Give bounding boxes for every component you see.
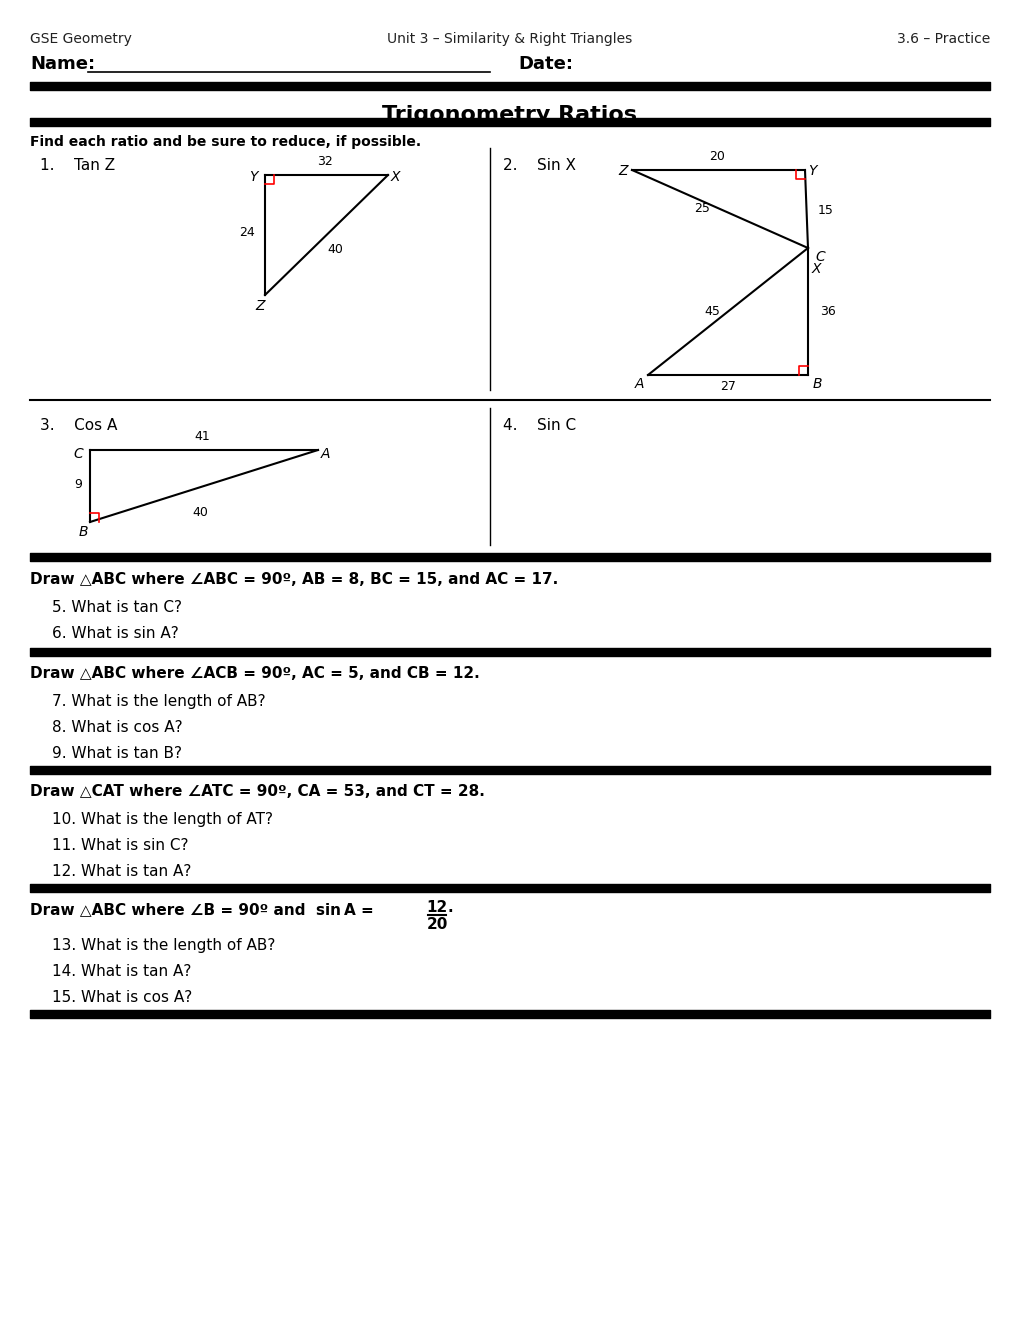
- Text: 12: 12: [426, 900, 447, 915]
- Text: Name:: Name:: [30, 55, 95, 73]
- Text: Draw △CAT where ∠ATC = 90º, CA = 53, and CT = 28.: Draw △CAT where ∠ATC = 90º, CA = 53, and…: [30, 784, 484, 799]
- Text: B: B: [812, 378, 821, 391]
- Text: 41: 41: [194, 430, 210, 444]
- Text: Z: Z: [255, 300, 265, 313]
- Text: 40: 40: [327, 243, 342, 256]
- Text: 6. What is sin A?: 6. What is sin A?: [52, 626, 178, 642]
- Text: 45: 45: [703, 305, 719, 318]
- Text: 8. What is cos A?: 8. What is cos A?: [52, 719, 182, 735]
- Text: 9. What is tan B?: 9. What is tan B?: [52, 746, 181, 762]
- Text: 13. What is the length of AB?: 13. What is the length of AB?: [52, 939, 275, 953]
- Text: GSE Geometry: GSE Geometry: [30, 32, 131, 46]
- Text: 10. What is the length of AT?: 10. What is the length of AT?: [52, 812, 273, 828]
- Text: 3.    Cos A: 3. Cos A: [40, 418, 117, 433]
- Text: 15: 15: [817, 203, 834, 216]
- Text: .: .: [447, 900, 453, 915]
- Text: 4.    Sin C: 4. Sin C: [502, 418, 576, 433]
- Text: Draw △ABC where ∠ABC = 90º, AB = 8, BC = 15, and AC = 17.: Draw △ABC where ∠ABC = 90º, AB = 8, BC =…: [30, 572, 557, 587]
- Text: 40: 40: [192, 506, 208, 519]
- Text: 25: 25: [694, 202, 709, 215]
- Text: A: A: [321, 447, 330, 461]
- Text: X: X: [811, 261, 820, 276]
- Text: B: B: [78, 525, 88, 539]
- Text: Find each ratio and be sure to reduce, if possible.: Find each ratio and be sure to reduce, i…: [30, 135, 421, 149]
- Text: 27: 27: [719, 380, 736, 393]
- Text: 9: 9: [74, 478, 82, 491]
- Text: 12. What is tan A?: 12. What is tan A?: [52, 865, 192, 879]
- Text: 24: 24: [239, 227, 255, 239]
- Text: Unit 3 – Similarity & Right Triangles: Unit 3 – Similarity & Right Triangles: [387, 32, 632, 46]
- Text: 20: 20: [708, 150, 725, 162]
- Text: 36: 36: [819, 305, 835, 318]
- Text: 11. What is sin C?: 11. What is sin C?: [52, 838, 189, 853]
- Text: 32: 32: [317, 154, 332, 168]
- Text: Draw △ABC where ∠B = 90º and  sin A =: Draw △ABC where ∠B = 90º and sin A =: [30, 902, 373, 917]
- Text: A: A: [634, 378, 643, 391]
- Text: 1.    Tan Z: 1. Tan Z: [40, 158, 115, 173]
- Text: Z: Z: [618, 164, 628, 178]
- Text: 3.6 – Practice: 3.6 – Practice: [896, 32, 989, 46]
- Text: 15. What is cos A?: 15. What is cos A?: [52, 990, 192, 1005]
- Text: C: C: [73, 447, 83, 461]
- Text: 14. What is tan A?: 14. What is tan A?: [52, 964, 192, 979]
- Text: 2.    Sin X: 2. Sin X: [502, 158, 576, 173]
- Text: Y: Y: [807, 164, 815, 178]
- Text: X: X: [390, 170, 400, 183]
- Text: Y: Y: [250, 170, 258, 183]
- Text: Date:: Date:: [518, 55, 573, 73]
- Text: C: C: [814, 249, 824, 264]
- Text: 7. What is the length of AB?: 7. What is the length of AB?: [52, 694, 265, 709]
- Text: Draw △ABC where ∠ACB = 90º, AC = 5, and CB = 12.: Draw △ABC where ∠ACB = 90º, AC = 5, and …: [30, 667, 479, 681]
- Text: 5. What is tan C?: 5. What is tan C?: [52, 601, 181, 615]
- Text: Trigonometry Ratios: Trigonometry Ratios: [382, 106, 637, 125]
- Text: 20: 20: [426, 917, 447, 932]
